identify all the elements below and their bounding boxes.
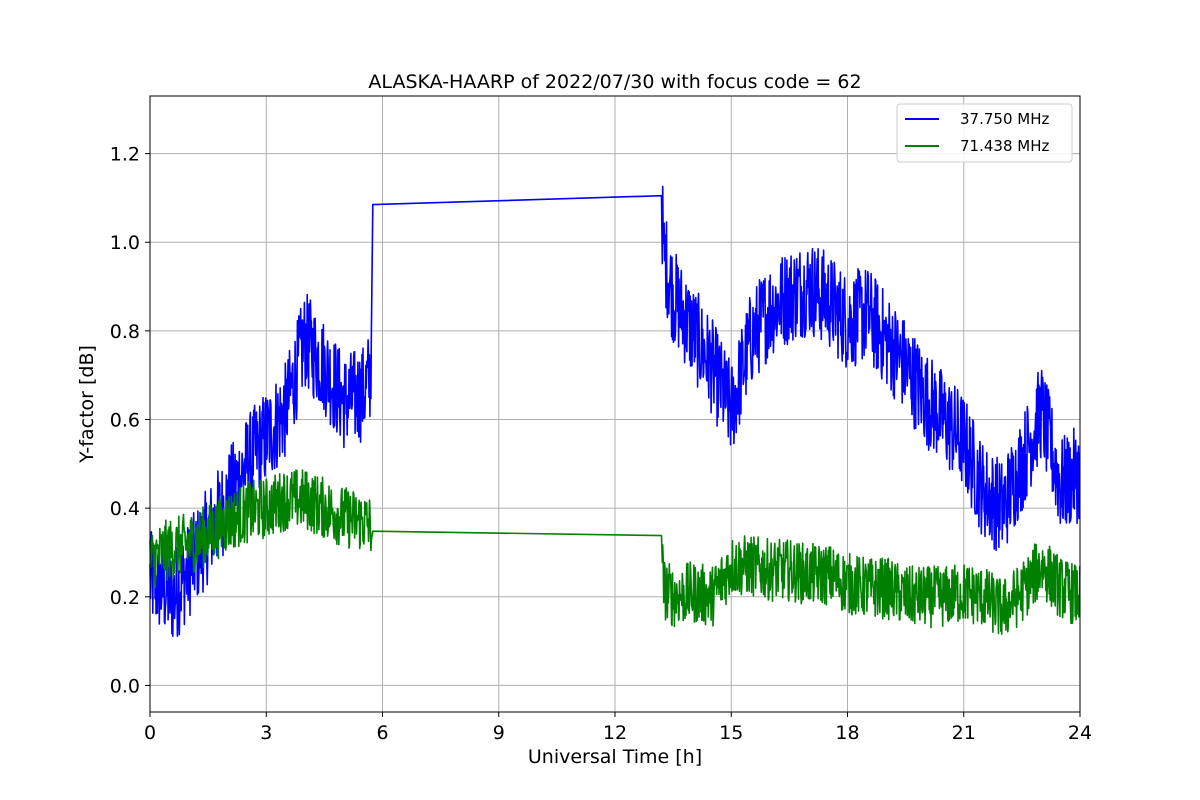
y-tick-label: 0.6 bbox=[110, 410, 140, 432]
x-axis-label: Universal Time [h] bbox=[528, 746, 702, 768]
legend-box bbox=[896, 103, 1073, 163]
y-tick-label: 0.0 bbox=[110, 675, 140, 697]
x-tick-label: 6 bbox=[376, 722, 388, 744]
series-line-71438 bbox=[149, 469, 1081, 635]
legend-label-37750: 37.750 MHz bbox=[960, 110, 1049, 128]
x-tick-label: 0 bbox=[144, 722, 156, 744]
series-layer bbox=[149, 185, 1081, 637]
y-tick-label: 0.4 bbox=[110, 498, 140, 520]
x-tick-label: 12 bbox=[603, 722, 627, 744]
x-tick-label: 9 bbox=[493, 722, 505, 744]
y-tick-label: 0.8 bbox=[110, 321, 140, 343]
x-tick-label: 24 bbox=[1068, 722, 1092, 744]
x-tick-label: 21 bbox=[952, 722, 976, 744]
y-axis-label: Y-factor [dB] bbox=[76, 345, 98, 464]
y-tick-label: 0.2 bbox=[110, 587, 140, 609]
y-tick-label: 1.0 bbox=[110, 232, 140, 254]
series-line-37750 bbox=[149, 185, 1081, 637]
x-tick-label: 18 bbox=[835, 722, 859, 744]
legend: 37.750 MHz 71.438 MHz bbox=[896, 103, 1073, 163]
x-ticks: 0 3 6 9 12 15 18 21 24 bbox=[144, 712, 1092, 744]
x-tick-label: 3 bbox=[260, 722, 272, 744]
y-tick-label: 1.2 bbox=[110, 144, 140, 166]
x-tick-label: 15 bbox=[719, 722, 743, 744]
chart-title: ALASKA-HAARP of 2022/07/30 with focus co… bbox=[368, 71, 861, 93]
legend-label-71438: 71.438 MHz bbox=[960, 137, 1049, 155]
y-ticks: 0.0 0.2 0.4 0.6 0.8 1.0 1.2 bbox=[110, 144, 150, 697]
